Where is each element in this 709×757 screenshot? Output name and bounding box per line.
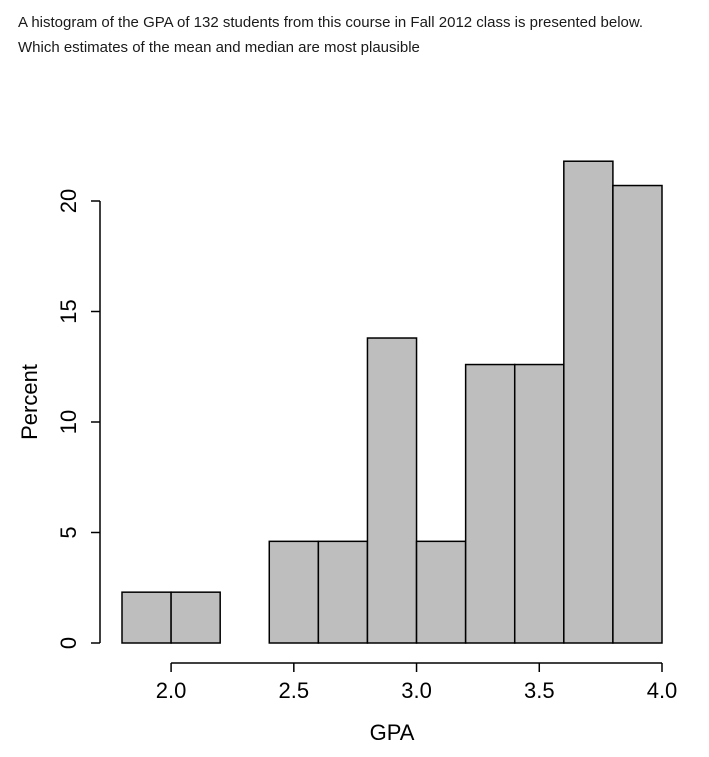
y-tick-label: 15 [56, 299, 81, 323]
y-tick-label: 5 [56, 526, 81, 538]
question-line-2: Which estimates of the mean and median a… [18, 39, 420, 56]
x-tick-label: 3.5 [524, 678, 555, 703]
x-tick-label: 3.0 [401, 678, 432, 703]
histogram-bar [513, 363, 565, 644]
histogram-bar [366, 337, 418, 644]
histogram-bar [268, 540, 320, 644]
y-axis-title: Percent [17, 364, 42, 440]
histogram-bar [317, 540, 369, 644]
histogram-bar [464, 363, 516, 644]
y-tick-label: 10 [56, 410, 81, 434]
histogram-bar [121, 591, 172, 644]
x-tick-label: 2.5 [279, 678, 310, 703]
y-tick-label: 20 [56, 189, 81, 213]
histogram-bars [121, 160, 663, 644]
question-text: A histogram of the GPA of 132 students f… [18, 10, 698, 60]
histogram-bar [612, 184, 663, 644]
histogram-bar [170, 591, 221, 644]
x-tick-label: 4.0 [647, 678, 678, 703]
histogram-bar [563, 160, 614, 644]
x-axis: 2.0 2.5 3.0 3.5 4.0 [156, 662, 678, 703]
y-axis: 0 5 10 15 20 [56, 189, 101, 649]
x-tick-label: 2.0 [156, 678, 187, 703]
histogram-bar [415, 540, 467, 644]
x-axis-title: GPA [370, 720, 415, 745]
question-line-1: A histogram of the GPA of 132 students f… [18, 14, 644, 31]
y-tick-label: 0 [56, 637, 81, 649]
